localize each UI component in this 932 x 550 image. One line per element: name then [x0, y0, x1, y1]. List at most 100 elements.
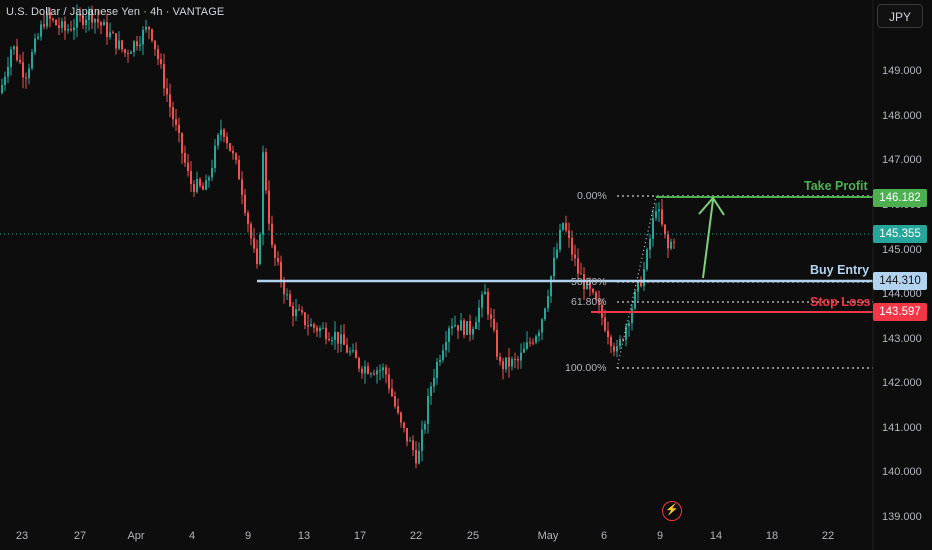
candle-body [352, 350, 354, 352]
candle-body [109, 32, 111, 38]
candle-body [262, 152, 264, 235]
candle-body [571, 237, 573, 255]
candle-body [469, 320, 471, 335]
candle-body [670, 241, 672, 249]
candle-body [214, 145, 216, 169]
price-tick: 143.000 [882, 333, 922, 345]
candle-body [4, 76, 6, 86]
price-tick: 148.000 [882, 110, 922, 122]
candle-body [313, 324, 315, 328]
candle-body [637, 281, 639, 292]
candle-body [373, 373, 375, 375]
candle-body [211, 168, 213, 178]
time-tick: 23 [15, 530, 29, 542]
candle-body [589, 280, 591, 289]
time-tick: 17 [353, 530, 367, 542]
candle-body [199, 179, 201, 186]
candle-body [496, 329, 498, 357]
buy-entry-price-tag: 144.310 [873, 272, 927, 290]
candle-body [187, 162, 189, 172]
candle-body [169, 94, 171, 108]
candle-body [67, 29, 69, 31]
price-tick: 142.000 [882, 377, 922, 389]
price-tick: 149.000 [882, 65, 922, 77]
candle-body [370, 373, 372, 375]
candle-body [208, 177, 210, 181]
currency-button[interactable]: JPY [877, 4, 923, 28]
time-tick: 9 [656, 530, 664, 542]
candle-body [274, 245, 276, 258]
candle-body [112, 32, 114, 34]
candle-body [361, 368, 363, 374]
candle-body [520, 352, 522, 361]
candle-body [226, 136, 228, 144]
candle-body [511, 358, 513, 367]
candle-body [481, 294, 483, 308]
candle-body [127, 53, 129, 55]
candle-body [205, 180, 207, 190]
candle-body [598, 299, 600, 305]
target-arrow-shaft [702, 199, 714, 279]
price-tick: 140.000 [882, 466, 922, 478]
candle-body [607, 330, 609, 338]
flash-icon[interactable]: ⚡ [662, 501, 682, 521]
time-tick: 22 [409, 530, 423, 542]
candle-body [1, 85, 3, 94]
candle-body [82, 15, 84, 26]
candle-body [424, 423, 426, 430]
candle-body [409, 440, 411, 442]
candle-body [130, 52, 132, 54]
candlestick-series [1, 4, 675, 469]
candle-body [466, 320, 468, 336]
candle-body [298, 309, 300, 311]
candle-body [40, 24, 42, 37]
candle-body [616, 346, 618, 352]
candle-body [94, 19, 96, 23]
candle-body [172, 107, 174, 120]
candle-body [145, 26, 147, 30]
candle-body [349, 351, 351, 353]
time-tick: 22 [821, 530, 835, 542]
price-tick: 144.000 [882, 288, 922, 300]
candle-body [265, 152, 267, 191]
candle-body [415, 449, 417, 464]
candle-body [640, 281, 642, 287]
candle-body [295, 309, 297, 317]
candle-body [157, 49, 159, 60]
candle-body [514, 358, 516, 360]
candle-body [475, 322, 477, 329]
candle-body [634, 291, 636, 309]
candle-body [292, 306, 294, 317]
target-arrow-head [698, 196, 725, 216]
price-tick: 147.000 [882, 154, 922, 166]
time-tick: 6 [600, 530, 608, 542]
candle-body [232, 150, 234, 154]
candle-body [451, 326, 453, 329]
candle-body [115, 33, 117, 49]
symbol-title: U.S. Dollar / Japanese Yen · 4h · VANTAG… [6, 6, 225, 18]
candle-body [16, 46, 18, 61]
candle-body [133, 41, 135, 53]
candle-body [550, 276, 552, 297]
candle-body [301, 310, 303, 313]
candle-body [19, 60, 21, 63]
candle-body [160, 59, 162, 64]
stop-loss-price-tag: 143.597 [873, 303, 927, 321]
candle-body [556, 249, 558, 258]
candle-body [592, 288, 594, 293]
candle-body [442, 350, 444, 360]
candle-body [247, 212, 249, 225]
candle-body [658, 209, 660, 212]
candle-body [79, 14, 81, 16]
candle-body [454, 325, 456, 327]
buy-entry-label: Buy Entry [810, 263, 870, 277]
current-price-tag: 145.355 [873, 225, 927, 243]
time-tick: Apr [127, 530, 145, 542]
candle-body [574, 254, 576, 259]
candle-body [643, 269, 645, 287]
candle-body [580, 273, 582, 275]
candle-body [136, 41, 138, 47]
candle-body [490, 314, 492, 319]
time-tick: May [537, 530, 559, 542]
